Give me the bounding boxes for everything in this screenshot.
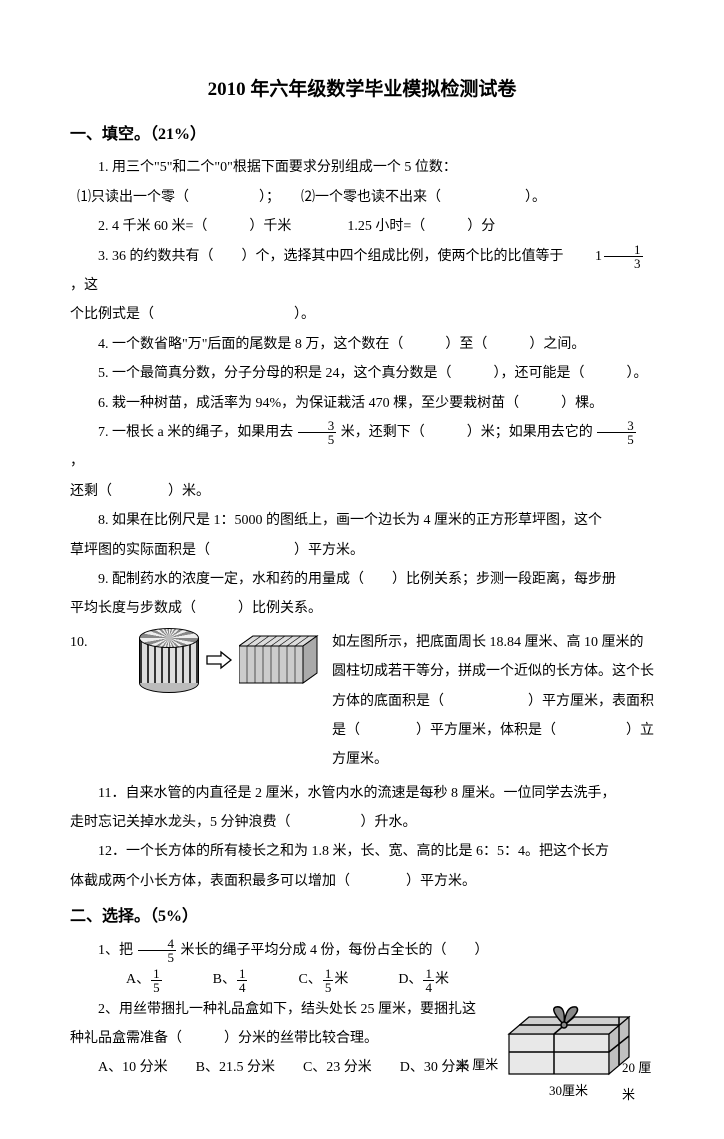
section-2-head: 二、选择。（5%） xyxy=(70,900,654,934)
q3: 3. 36 的约数共有（ ）个，选择其中四个组成比例，使两个比的比值等于 113… xyxy=(70,242,654,301)
q3-fraction: 113 xyxy=(567,242,644,271)
cuboid-icon xyxy=(239,628,319,693)
arrow-icon xyxy=(205,650,233,670)
q1-subparts: ⑴只读出一个零（ ）； ⑵一个零也读不出来（ ）。 xyxy=(77,183,654,212)
sec2-q1-text-b: 米长的绳子平均分成 4 份，每份占全长的（ ） xyxy=(181,943,489,958)
q10-text: 如左图所示，把底面周长 18.84 厘米、高 10 厘米的圆柱切成若干等分，拼成… xyxy=(332,628,654,775)
cylinder-icon xyxy=(139,628,199,693)
q9-line2: 平均长度与步数成（ ）比例关系。 xyxy=(70,594,654,623)
q11-line1: 11．自来水管的内直径是 2 厘米，水管内水的流速是每秒 8 厘米。一位同学去洗… xyxy=(70,779,654,808)
q7-text-a: 7. 一根长 a 米的绳子，如果用去 xyxy=(98,425,293,440)
q3-text-b: ，这 xyxy=(70,278,98,293)
sec2-q1-text-a: 1、把 xyxy=(98,943,133,958)
choice-b: B、14 xyxy=(213,965,249,994)
q7-text-b: 米，还剩下（ ）米；如果用去它的 xyxy=(341,425,593,440)
q10-figure xyxy=(134,628,324,693)
dim-20: 20 厘米 xyxy=(622,1054,662,1109)
q7-frac-1: 35 xyxy=(298,419,337,446)
choice-a: A、15 xyxy=(126,965,163,994)
choice-d: D、14米 xyxy=(398,965,449,994)
q12-line1: 12．一个长方体的所有棱长之和为 1.8 米，长、宽、高的比是 6：5：4。把这… xyxy=(70,837,654,866)
page-title: 2010 年六年级数学毕业模拟检测试卷 xyxy=(70,70,654,110)
q7-line2: 还剩（ ）米。 xyxy=(70,477,654,506)
sec2-q2: 2、用丝带捆扎一种礼品盒如下，结头处长 25 厘米，要捆扎这种礼品盒需准备（ ）… xyxy=(70,995,654,1099)
q7-text-c: ， xyxy=(70,454,84,469)
q3-line2: 个比例式是（ ）。 xyxy=(70,300,654,329)
q8-line2: 草坪图的实际面积是（ ）平方米。 xyxy=(70,536,654,565)
q10-number: 10. xyxy=(70,628,98,657)
sec2-q1-choices: A、15 B、14 C、15米 D、14米 xyxy=(126,965,654,994)
sec2-q1: 1、把 45 米长的绳子平均分成 4 份，每份占全长的（ ） xyxy=(70,936,654,965)
dim-30: 30厘米 xyxy=(549,1077,588,1104)
q9-line1: 9. 配制药水的浓度一定，水和药的用量成（ ）比例关系；步测一段距离，每步册 xyxy=(70,565,654,594)
dim-25: 25 厘米 xyxy=(456,1051,498,1078)
sec2-q2-stem: 2、用丝带捆扎一种礼品盒如下，结头处长 25 厘米，要捆扎这种礼品盒需准备（ ）… xyxy=(70,995,482,1054)
sec2-q2-choices: A、10 分米 B、21.5 分米 C、23 分米 D、30 分米 xyxy=(70,1053,482,1082)
q4: 4. 一个数省略"万"后面的尾数是 8 万，这个数在（ ）至（ ）之间。 xyxy=(70,330,654,359)
q7-frac-2: 35 xyxy=(597,419,636,446)
q6: 6. 栽一种树苗，成活率为 94%，为保证栽活 470 棵，至少要栽树苗（ ）棵… xyxy=(70,389,654,418)
sec2-q1-frac: 45 xyxy=(138,937,177,964)
q1-stem: 1. 用三个"5"和二个"0"根据下面要求分别组成一个 5 位数： xyxy=(70,153,654,182)
q5: 5. 一个最简真分数，分子分母的积是 24，这个真分数是（ ），还可能是（ ）。 xyxy=(70,359,654,388)
q11-line2: 走时忘记关掉水龙头，5 分钟浪费（ ）升水。 xyxy=(70,808,654,837)
q8-line1: 8. 如果在比例尺是 1：5000 的图纸上，画一个边长为 4 厘米的正方形草坪… xyxy=(70,506,654,535)
q12-line2: 体截成两个小长方体，表面积最多可以增加（ ）平方米。 xyxy=(70,867,654,896)
choice-c: C、15米 xyxy=(298,965,348,994)
section-1-head: 一、填空。（21%） xyxy=(70,118,654,152)
q10: 10. xyxy=(70,628,654,775)
q2: 2. 4 千米 60 米=（ ）千米 1.25 小时=（ ）分 xyxy=(70,212,654,241)
q3-text-a: 3. 36 的约数共有（ ）个，选择其中四个组成比例，使两个比的比值等于 xyxy=(98,249,564,264)
q7: 7. 一根长 a 米的绳子，如果用去 35 米，还剩下（ ）米；如果用去它的 3… xyxy=(70,418,654,477)
gift-box-figure: 25 厘米 30厘米 20 厘米 xyxy=(494,999,654,1099)
